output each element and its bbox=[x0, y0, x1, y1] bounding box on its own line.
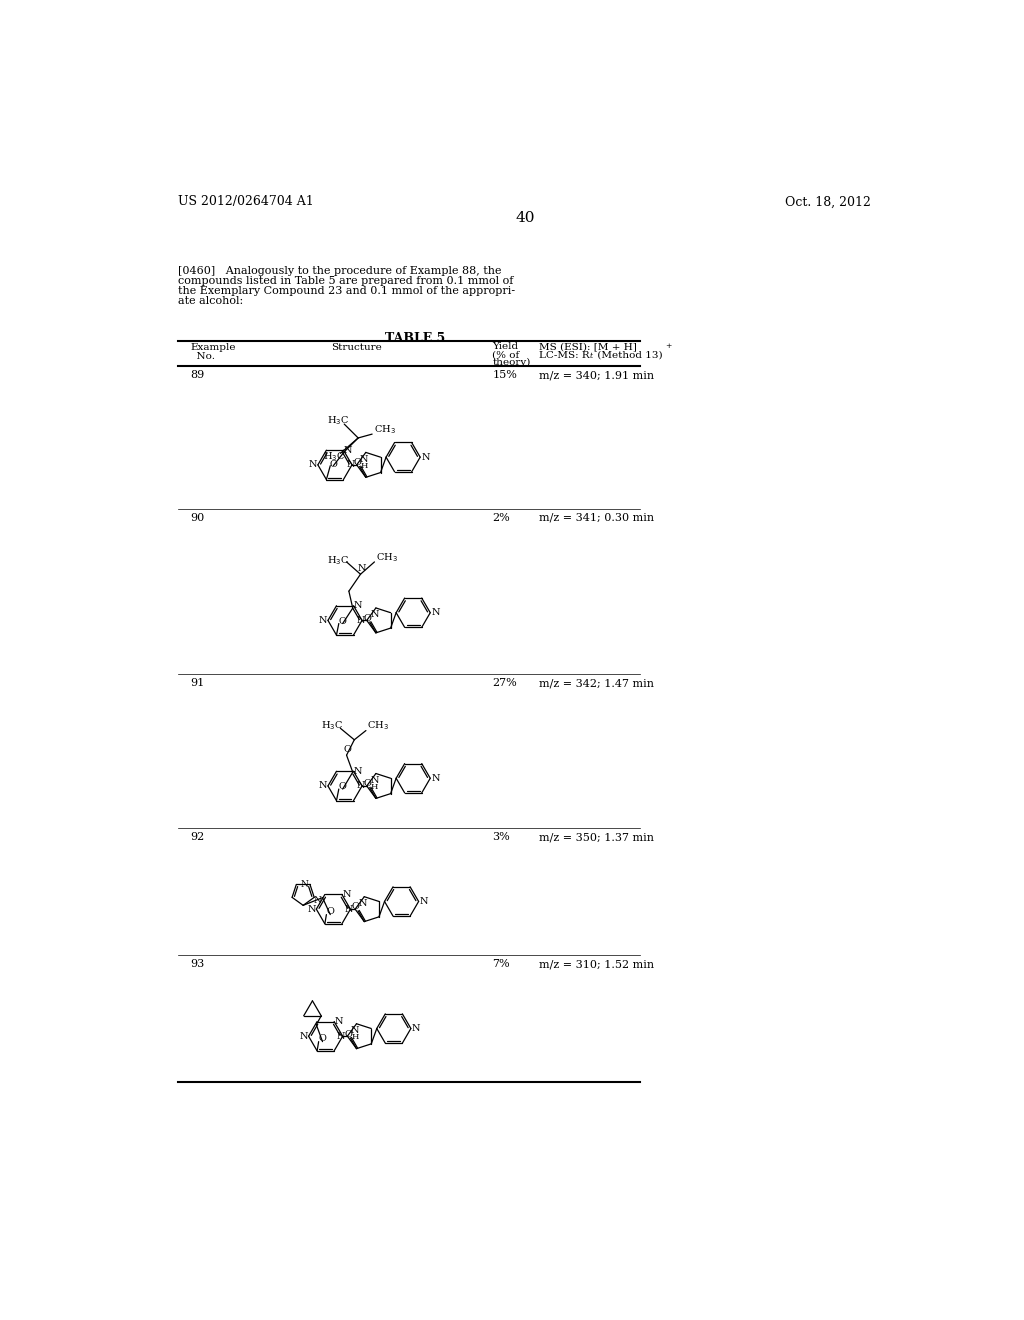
Text: N: N bbox=[337, 1032, 345, 1040]
Text: N: N bbox=[319, 781, 328, 791]
Text: N: N bbox=[358, 899, 367, 908]
Text: N: N bbox=[313, 896, 322, 906]
Text: H$_3$C: H$_3$C bbox=[321, 719, 343, 733]
Text: O: O bbox=[343, 746, 351, 754]
Text: O: O bbox=[339, 783, 346, 791]
Text: H$_3$C: H$_3$C bbox=[328, 554, 349, 566]
Text: N: N bbox=[412, 1024, 421, 1034]
Text: Yield: Yield bbox=[493, 342, 518, 351]
Text: ate alcohol:: ate alcohol: bbox=[178, 296, 244, 306]
Text: 2%: 2% bbox=[493, 512, 510, 523]
Text: N: N bbox=[335, 1016, 343, 1026]
Text: N: N bbox=[354, 767, 362, 776]
Text: +: + bbox=[665, 342, 672, 350]
Text: N: N bbox=[307, 904, 316, 913]
Text: H$_3$C: H$_3$C bbox=[328, 414, 349, 428]
Text: N: N bbox=[300, 1032, 308, 1040]
Text: theory): theory) bbox=[493, 358, 530, 367]
Text: O: O bbox=[364, 614, 372, 623]
Text: O: O bbox=[344, 1030, 352, 1039]
Text: N: N bbox=[345, 904, 353, 913]
Text: 91: 91 bbox=[190, 678, 204, 688]
Text: N: N bbox=[301, 880, 308, 888]
Text: H$_3$C: H$_3$C bbox=[323, 450, 345, 463]
Text: O: O bbox=[339, 616, 346, 626]
Text: N: N bbox=[354, 601, 362, 610]
Text: O: O bbox=[330, 459, 337, 469]
Text: 93: 93 bbox=[190, 960, 204, 969]
Text: 92: 92 bbox=[190, 832, 204, 842]
Text: O: O bbox=[352, 903, 359, 912]
Text: CH$_3$: CH$_3$ bbox=[368, 719, 389, 733]
Text: Oct. 18, 2012: Oct. 18, 2012 bbox=[785, 195, 871, 209]
Text: N: N bbox=[350, 1026, 359, 1035]
Text: N: N bbox=[421, 453, 430, 462]
Text: N: N bbox=[431, 774, 440, 783]
Text: N: N bbox=[370, 610, 379, 619]
Text: H: H bbox=[371, 783, 378, 791]
Text: N: N bbox=[319, 616, 328, 624]
Text: m/z = 310; 1.52 min: m/z = 310; 1.52 min bbox=[539, 960, 654, 969]
Text: 40: 40 bbox=[515, 211, 535, 224]
Text: Structure: Structure bbox=[331, 343, 382, 352]
Text: N: N bbox=[420, 898, 428, 906]
Text: O: O bbox=[353, 458, 361, 467]
Text: H: H bbox=[360, 462, 368, 470]
Text: N: N bbox=[346, 461, 354, 470]
Text: m/z = 341; 0.30 min: m/z = 341; 0.30 min bbox=[539, 512, 654, 523]
Text: 7%: 7% bbox=[493, 960, 510, 969]
Text: compounds listed in Table 5 are prepared from 0.1 mmol of: compounds listed in Table 5 are prepared… bbox=[178, 276, 514, 286]
Text: Example: Example bbox=[190, 343, 236, 352]
Text: (% of: (% of bbox=[493, 350, 519, 359]
Text: O: O bbox=[364, 779, 372, 788]
Text: O: O bbox=[318, 1034, 327, 1043]
Text: N: N bbox=[431, 609, 440, 618]
Text: US 2012/0264704 A1: US 2012/0264704 A1 bbox=[178, 195, 314, 209]
Text: O: O bbox=[327, 907, 334, 916]
Text: N: N bbox=[360, 455, 369, 463]
Text: m/z = 342; 1.47 min: m/z = 342; 1.47 min bbox=[539, 678, 653, 688]
Text: m/z = 350; 1.37 min: m/z = 350; 1.37 min bbox=[539, 832, 653, 842]
Text: m/z = 340; 1.91 min: m/z = 340; 1.91 min bbox=[539, 370, 654, 380]
Text: [0460]   Analogously to the procedure of Example 88, the: [0460] Analogously to the procedure of E… bbox=[178, 267, 502, 276]
Text: N: N bbox=[370, 776, 379, 785]
Text: (Method 13): (Method 13) bbox=[594, 351, 663, 360]
Text: N: N bbox=[342, 890, 351, 899]
Text: 90: 90 bbox=[190, 512, 204, 523]
Text: MS (ESI): [M + H]: MS (ESI): [M + H] bbox=[539, 342, 637, 351]
Text: H: H bbox=[351, 1032, 358, 1041]
Text: 15%: 15% bbox=[493, 370, 517, 380]
Text: 27%: 27% bbox=[493, 678, 517, 688]
Text: 89: 89 bbox=[190, 370, 204, 380]
Text: CH$_3$: CH$_3$ bbox=[374, 424, 395, 436]
Text: N: N bbox=[356, 781, 365, 791]
Text: TABLE 5: TABLE 5 bbox=[385, 331, 444, 345]
Text: N: N bbox=[356, 616, 365, 624]
Text: N: N bbox=[344, 446, 352, 454]
Text: the Exemplary Compound 23 and 0.1 mmol of the appropri-: the Exemplary Compound 23 and 0.1 mmol o… bbox=[178, 286, 515, 296]
Text: N: N bbox=[357, 564, 367, 573]
Text: No.: No. bbox=[190, 351, 215, 360]
Text: LC-MS: R: LC-MS: R bbox=[539, 351, 590, 360]
Text: CH$_3$: CH$_3$ bbox=[376, 550, 398, 564]
Text: 3%: 3% bbox=[493, 832, 510, 842]
Text: t: t bbox=[589, 352, 592, 360]
Text: N: N bbox=[309, 461, 317, 470]
